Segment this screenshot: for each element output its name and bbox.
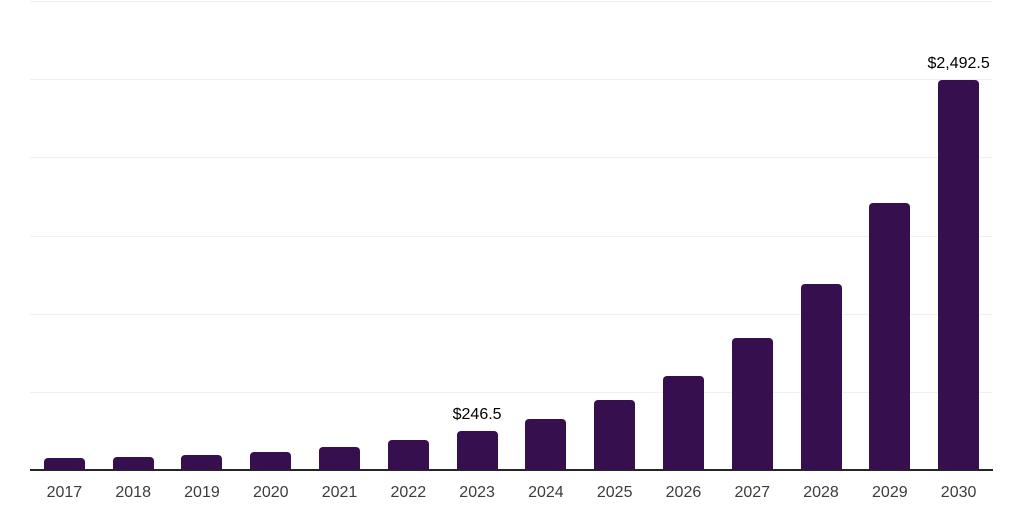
bar-2017 [43,458,85,470]
bar-2019 [181,454,223,470]
gridline-1000 [30,313,993,315]
x-tick-2020: 2020 [252,484,289,501]
gridline-3000 [30,1,993,2]
gridline-2500 [30,79,993,81]
x-tick-2022: 2022 [390,484,427,501]
bar-2020 [250,451,292,470]
value-label-2030: $2,492.5 [927,55,990,73]
x-tick-2018: 2018 [115,484,151,501]
bar-2030 [938,80,980,470]
x-tick-2017: 2017 [46,484,83,501]
x-tick-2028: 2028 [803,484,839,501]
bar-2024 [525,418,567,470]
value-label-2023: $246.5 [452,406,502,424]
x-tick-2030: 2030 [940,484,977,501]
bar-2026 [662,375,704,470]
bar-2023 [456,431,498,470]
x-tick-2026: 2026 [665,484,702,501]
x-axis-line [30,469,993,471]
bar-2025 [594,400,636,470]
gridline-500 [30,391,993,393]
bar-2021 [319,447,361,470]
gridline-2000 [30,157,993,159]
x-tick-2029: 2029 [872,484,908,501]
gridline-1500 [30,235,993,237]
bar-2029 [869,203,911,470]
x-tick-2025: 2025 [596,484,633,501]
bar-2018 [112,457,154,470]
x-tick-2024: 2024 [528,484,564,501]
bar-2027 [731,338,773,470]
x-tick-2021: 2021 [321,484,358,501]
bar-2022 [387,440,429,470]
x-tick-2019: 2019 [184,484,220,501]
x-tick-2027: 2027 [734,484,771,501]
x-tick-2023: 2023 [459,484,495,501]
bar-2028 [800,283,842,470]
